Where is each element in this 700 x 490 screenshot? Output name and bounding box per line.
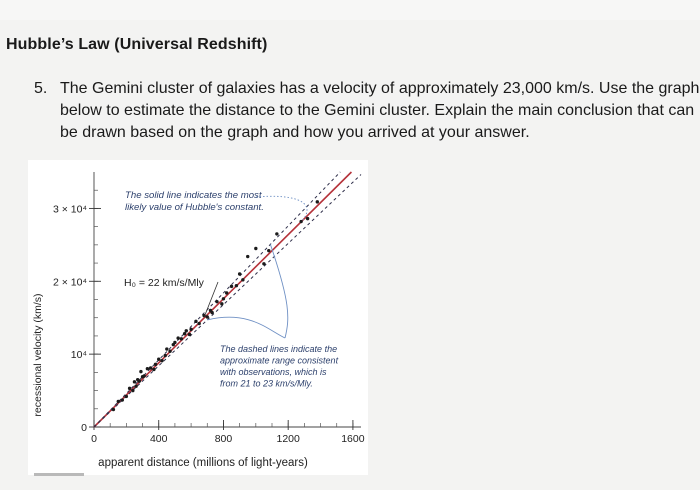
question-number: 5. xyxy=(34,80,48,97)
data-point xyxy=(111,407,116,412)
data-point xyxy=(176,336,180,340)
data-point xyxy=(145,367,150,371)
x-tick-label: 800 xyxy=(215,433,233,445)
y-tick-label: 3 × 10⁴ xyxy=(53,203,87,215)
data-point xyxy=(229,284,234,289)
data-point xyxy=(179,337,184,341)
dashed-lines-note-line: approximate range consistent xyxy=(220,356,339,366)
data-point xyxy=(127,386,132,391)
solid-line-note: The solid line indicates the most likely … xyxy=(125,190,264,213)
dashed-callout-leader-lower xyxy=(207,316,286,339)
data-point xyxy=(246,254,250,259)
data-point xyxy=(215,299,219,304)
data-point xyxy=(194,319,198,324)
y-tick-label: 2 × 10⁴ xyxy=(53,276,87,288)
solid-line-note-line: The solid line indicates the most xyxy=(125,190,262,201)
data-point xyxy=(124,394,129,399)
x-tick-label: 0 xyxy=(91,433,97,445)
x-tick-label: 400 xyxy=(150,433,168,445)
dashed-lines-note-line: from 21 to 23 km/s/Mly. xyxy=(220,379,313,389)
data-point xyxy=(241,278,245,282)
data-point xyxy=(148,366,153,370)
lower-range-dashed-line xyxy=(93,174,362,428)
data-point xyxy=(153,362,158,367)
data-point xyxy=(168,349,172,353)
data-point xyxy=(132,380,137,384)
data-point xyxy=(187,332,192,337)
data-point xyxy=(131,388,135,393)
data-point xyxy=(163,353,167,358)
data-point xyxy=(189,327,193,332)
data-point xyxy=(120,398,125,402)
data-point xyxy=(165,347,169,351)
hubble-constant-label: H₀ = 22 km/s/Mly xyxy=(124,277,205,289)
data-point xyxy=(160,359,164,363)
solid-callout-leader xyxy=(255,195,308,221)
data-point xyxy=(134,384,138,388)
data-point xyxy=(137,379,142,383)
upper-range-dashed-line xyxy=(93,171,341,428)
data-point xyxy=(173,340,177,345)
hubble-constant-pointer xyxy=(203,281,219,317)
data-point xyxy=(205,315,209,319)
data-point xyxy=(184,329,188,333)
solid-line-note-line: likely value of Hubble's constant. xyxy=(125,202,264,213)
data-point xyxy=(254,246,258,251)
data-point xyxy=(197,321,201,326)
data-point xyxy=(139,369,143,374)
dashed-callout-leader-upper xyxy=(269,244,289,339)
data-point xyxy=(182,332,187,336)
data-point xyxy=(116,399,120,404)
data-point xyxy=(234,283,239,288)
data-point xyxy=(224,291,229,295)
data-point xyxy=(157,357,161,361)
question-text: The Gemini cluster of galaxies has a vel… xyxy=(60,80,700,141)
hubble-chart: 0 10⁴ 2 × 10⁴ 3 × 10⁴ 0 400 800 1200 1600 The so… xyxy=(32,171,365,469)
data-point xyxy=(210,310,214,315)
dashed-lines-note-line: The dashed lines indicate the xyxy=(220,344,337,354)
data-point xyxy=(237,272,242,276)
y-tick-label: 10⁴ xyxy=(71,349,87,361)
data-point xyxy=(221,297,226,301)
data-point xyxy=(262,262,266,266)
x-tick-label: 1200 xyxy=(277,433,301,445)
x-axis-label: apparent distance (millions of light-yea… xyxy=(98,457,308,469)
data-point xyxy=(275,232,279,236)
y-axis-label: recessional velocity (km/s) xyxy=(32,293,44,416)
figure-credit-mark xyxy=(34,473,84,476)
data-point xyxy=(142,374,146,378)
hubble-figure: 0 10⁴ 2 × 10⁴ 3 × 10⁴ 0 400 800 1200 1600 The so… xyxy=(28,160,368,475)
x-tick-label: 1600 xyxy=(341,433,365,445)
data-point xyxy=(305,216,310,221)
dashed-lines-note-line: with observations, which is xyxy=(220,367,327,377)
top-bar xyxy=(0,0,700,20)
data-point xyxy=(267,248,271,253)
section-title: Hubble’s Law (Universal Redshift) xyxy=(6,36,268,53)
y-tick-label: 0 xyxy=(81,422,87,434)
data-point xyxy=(299,219,303,224)
dashed-lines-note: The dashed lines indicate the approximate… xyxy=(220,344,339,389)
data-point xyxy=(220,302,224,306)
data-point xyxy=(315,200,320,204)
data-point xyxy=(152,367,156,372)
